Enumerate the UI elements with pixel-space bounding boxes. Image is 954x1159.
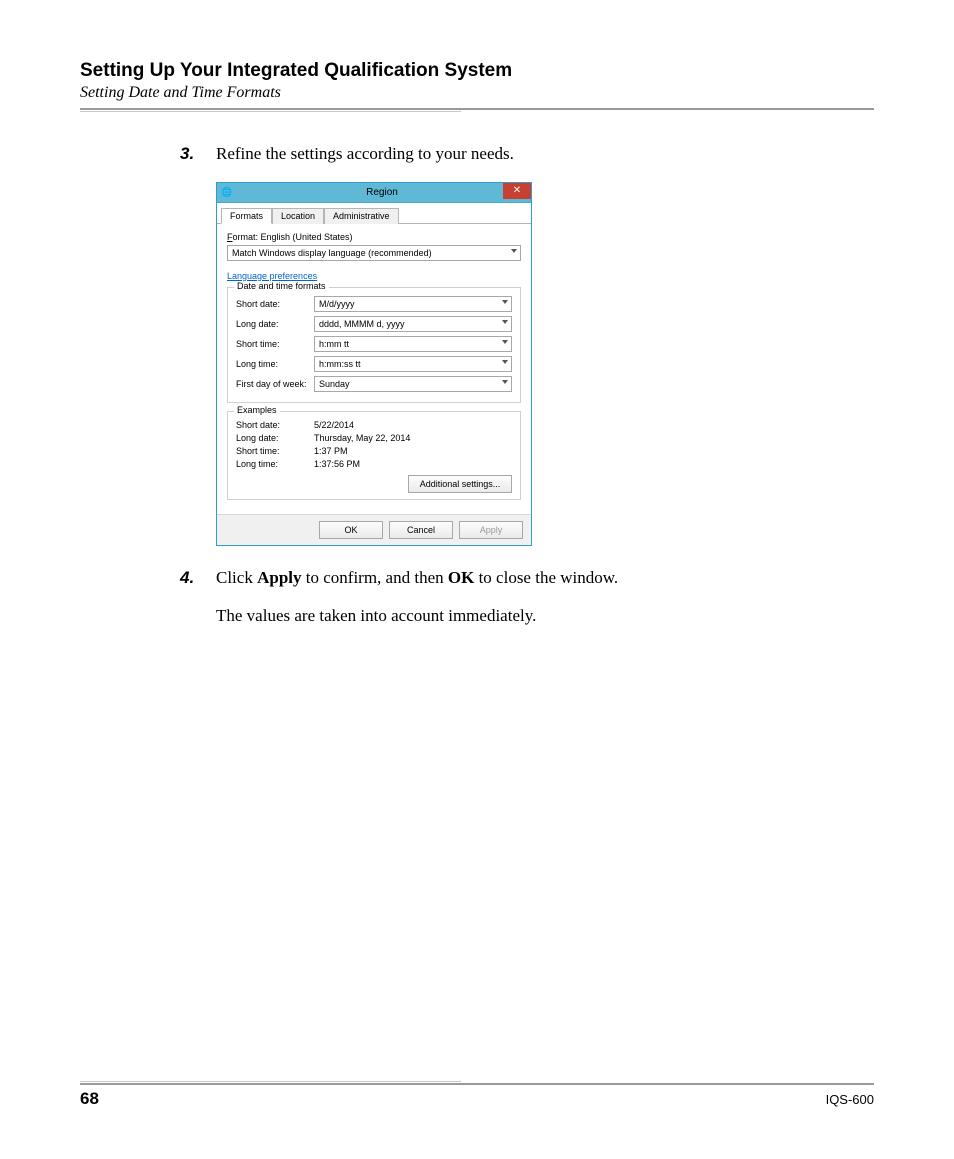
region-dialog: 🌐 Region ✕ Formats Location Administrati… bbox=[216, 182, 532, 546]
tab-location[interactable]: Location bbox=[272, 208, 324, 224]
formats-panel: Format: English (United States) Match Wi… bbox=[217, 224, 531, 514]
page-header: Setting Up Your Integrated Qualification… bbox=[80, 60, 874, 112]
apply-button[interactable]: Apply bbox=[459, 521, 523, 539]
row-long-time: Long time: h:mm:ss tt bbox=[236, 356, 512, 372]
chevron-down-icon bbox=[502, 340, 508, 344]
label-long-date: Long date: bbox=[236, 319, 308, 329]
step-3: 3. Refine the settings according to your… bbox=[180, 142, 874, 166]
chevron-down-icon bbox=[502, 300, 508, 304]
ex-long-time: Long time:1:37:56 PM bbox=[236, 459, 512, 469]
titlebar-text: Region bbox=[233, 187, 531, 198]
ex-short-time: Short time:1:37 PM bbox=[236, 446, 512, 456]
row-long-date: Long date: dddd, MMMM d, yyyy bbox=[236, 316, 512, 332]
page-title: Setting Up Your Integrated Qualification… bbox=[80, 60, 874, 82]
step-text: Click Apply to confirm, and then OK to c… bbox=[216, 566, 618, 590]
ex-long-date: Long date:Thursday, May 22, 2014 bbox=[236, 433, 512, 443]
format-select-value: Match Windows display language (recommen… bbox=[232, 248, 432, 258]
page-footer: 68 IQS-600 bbox=[80, 1081, 874, 1109]
label-short-time: Short time: bbox=[236, 339, 308, 349]
header-rule-light bbox=[80, 111, 461, 112]
tab-administrative[interactable]: Administrative bbox=[324, 208, 399, 224]
page-number: 68 bbox=[80, 1089, 99, 1109]
screenshot-region-dialog: 🌐 Region ✕ Formats Location Administrati… bbox=[216, 182, 874, 546]
footer-rule-dark bbox=[80, 1083, 874, 1085]
ex-short-date: Short date:5/22/2014 bbox=[236, 420, 512, 430]
ok-button[interactable]: OK bbox=[319, 521, 383, 539]
footer-rule-light bbox=[80, 1081, 461, 1082]
header-rule-dark bbox=[80, 108, 874, 110]
step-4: 4. Click Apply to confirm, and then OK t… bbox=[180, 566, 874, 590]
row-first-day: First day of week: Sunday bbox=[236, 376, 512, 392]
format-select[interactable]: Match Windows display language (recommen… bbox=[227, 245, 521, 261]
chevron-down-icon bbox=[502, 360, 508, 364]
close-icon: ✕ bbox=[513, 186, 521, 196]
cancel-button[interactable]: Cancel bbox=[389, 521, 453, 539]
examples-group: Examples Short date:5/22/2014 Long date:… bbox=[227, 411, 521, 500]
date-time-formats-group: Date and time formats Short date: M/d/yy… bbox=[227, 287, 521, 403]
followup-text: The values are taken into account immedi… bbox=[216, 606, 874, 626]
row-short-date: Short date: M/d/yyyy bbox=[236, 296, 512, 312]
select-long-time[interactable]: h:mm:ss tt bbox=[314, 356, 512, 372]
row-short-time: Short time: h:mm tt bbox=[236, 336, 512, 352]
document-id: IQS-600 bbox=[826, 1092, 874, 1107]
close-button[interactable]: ✕ bbox=[503, 183, 531, 199]
label-first-day: First day of week: bbox=[236, 379, 308, 389]
label-short-date: Short date: bbox=[236, 299, 308, 309]
format-label: Format: English (United States) bbox=[227, 232, 521, 242]
additional-settings-button[interactable]: Additional settings... bbox=[408, 475, 512, 493]
step-number: 3. bbox=[180, 142, 198, 166]
label-long-time: Long time: bbox=[236, 359, 308, 369]
dialog-button-row: OK Cancel Apply bbox=[217, 514, 531, 545]
select-long-date[interactable]: dddd, MMMM d, yyyy bbox=[314, 316, 512, 332]
titlebar[interactable]: 🌐 Region ✕ bbox=[217, 183, 531, 203]
page-subtitle: Setting Date and Time Formats bbox=[80, 84, 874, 102]
language-preferences-link[interactable]: Language preferences bbox=[227, 271, 317, 281]
tab-formats[interactable]: Formats bbox=[221, 208, 272, 224]
chevron-down-icon bbox=[511, 249, 517, 253]
globe-icon: 🌐 bbox=[221, 186, 233, 198]
select-short-date[interactable]: M/d/yyyy bbox=[314, 296, 512, 312]
select-first-day[interactable]: Sunday bbox=[314, 376, 512, 392]
tab-strip: Formats Location Administrative bbox=[217, 203, 531, 224]
group-title-ex: Examples bbox=[234, 405, 280, 415]
content-body: 3. Refine the settings according to your… bbox=[180, 142, 874, 626]
select-short-time[interactable]: h:mm tt bbox=[314, 336, 512, 352]
chevron-down-icon bbox=[502, 380, 508, 384]
step-number: 4. bbox=[180, 566, 198, 590]
group-title-dt: Date and time formats bbox=[234, 281, 329, 291]
step-text: Refine the settings according to your ne… bbox=[216, 142, 514, 166]
chevron-down-icon bbox=[502, 320, 508, 324]
